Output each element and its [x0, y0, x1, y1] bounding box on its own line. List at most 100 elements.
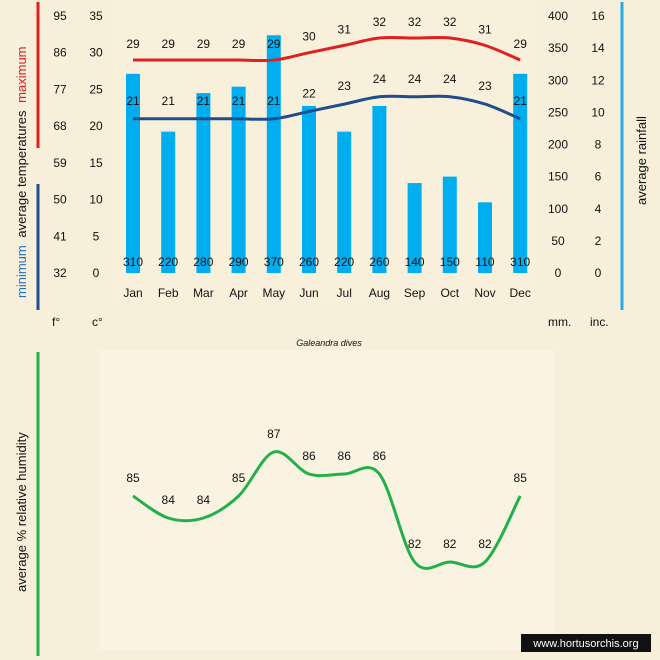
celsius-tick: 25	[89, 82, 103, 96]
humidity-value-label: 82	[408, 537, 422, 551]
max-temp-label: 29	[267, 37, 281, 51]
celsius-tick: 15	[89, 156, 103, 170]
min-temp-label: 23	[338, 79, 352, 93]
celsius-tick: 35	[89, 9, 103, 23]
min-temp-label: 24	[443, 72, 457, 86]
month-label: Feb	[158, 286, 179, 300]
mm-tick: 0	[555, 266, 562, 280]
humidity-value-label: 84	[197, 493, 211, 507]
max-temperature-line	[132, 35, 521, 63]
fahrenheit-tick: 59	[53, 156, 67, 170]
rainfall-bars: 310 220 280 290 370 260 220 260 140 150 110 310	[123, 35, 531, 274]
min-temp-label: 21	[126, 94, 140, 108]
rain-value-label: 290	[229, 255, 249, 269]
humidity-value-label: 87	[267, 427, 281, 441]
rain-bar-sep	[407, 183, 422, 273]
inch-tick: 6	[595, 170, 602, 184]
min-temp-label: 23	[478, 79, 492, 93]
inch-tick: 10	[591, 105, 605, 119]
humidity-value-label: 85	[126, 471, 140, 485]
max-temp-label: 29	[126, 37, 140, 51]
min-temp-label: 21	[514, 94, 528, 108]
rain-value-label: 220	[334, 255, 354, 269]
max-temp-label: 32	[443, 15, 457, 29]
month-label: Jan	[123, 286, 142, 300]
fahrenheit-tick: 68	[53, 119, 67, 133]
mm-tick: 100	[548, 202, 568, 216]
temperature-axis-title: minimum average temperatures maximum	[14, 46, 29, 298]
min-temp-label: 24	[373, 72, 387, 86]
fahrenheit-tick: 41	[53, 229, 67, 243]
mm-unit-label: mm.	[548, 315, 571, 329]
rain-value-label: 310	[510, 255, 530, 269]
fahrenheit-tick: 95	[53, 9, 67, 23]
min-temp-label: 22	[302, 86, 316, 100]
humidity-value-label: 85	[514, 471, 528, 485]
celsius-tick: 30	[89, 46, 103, 60]
temperature-lines: 29 29 29 29 29 30 31 32 32 32 31 29 21 21 21 21 21 22 23 24…	[126, 15, 528, 121]
mm-tick: 200	[548, 138, 568, 152]
rain-value-label: 220	[158, 255, 178, 269]
rain-bar-dec	[513, 73, 528, 273]
rain-value-label: 260	[299, 255, 319, 269]
inch-tick: 16	[591, 9, 605, 23]
celsius-tick: 0	[93, 266, 100, 280]
celsius-tick: 5	[93, 229, 100, 243]
mm-tick: 350	[548, 41, 568, 55]
month-label: Mar	[193, 286, 214, 300]
max-temp-label: 29	[162, 37, 176, 51]
min-temp-label: 21	[232, 94, 246, 108]
mm-tick: 400	[548, 9, 568, 23]
rain-value-label: 110	[475, 255, 494, 269]
month-label: Apr	[229, 286, 248, 300]
rain-bar-oct	[442, 176, 457, 273]
max-temp-label: 32	[408, 15, 422, 29]
rain-value-label: 310	[123, 255, 143, 269]
rain-value-label: 370	[264, 255, 284, 269]
fahrenheit-tick: 86	[53, 46, 67, 60]
celsius-tick: 20	[89, 119, 103, 133]
max-temp-label: 31	[478, 22, 492, 36]
axis-ticks: Jan Feb Mar Apr May Jun Jul Aug Sep Oct Nov Dec3241…	[53, 9, 605, 300]
rain-bar-mar	[196, 93, 211, 273]
humidity-value-label: 86	[338, 449, 352, 463]
max-temp-label: 29	[197, 37, 211, 51]
inch-tick: 12	[591, 73, 605, 87]
inch-tick: 8	[595, 138, 602, 152]
inch-tick: 2	[595, 234, 602, 248]
maximum-label: maximum	[14, 46, 29, 102]
max-temp-label: 31	[338, 22, 352, 36]
max-temp-label: 29	[514, 37, 528, 51]
inch-unit-label: inc.	[590, 315, 609, 329]
humidity-value-label: 82	[443, 537, 457, 551]
humidity-line	[132, 450, 522, 570]
mm-tick: 50	[551, 234, 565, 248]
watermark-background	[521, 634, 651, 652]
fahrenheit-tick: 77	[53, 82, 67, 96]
humidity-axis-title: average % relative humidity	[14, 432, 29, 592]
celsius-tick: 10	[89, 193, 103, 207]
humidity-value-label: 86	[302, 449, 316, 463]
fahrenheit-tick: 50	[53, 193, 67, 207]
humidity-chart: 85 84 84 85 87 86 86 86 82 82 82 85	[126, 427, 528, 570]
fahrenheit-unit-label: f°	[52, 315, 60, 329]
rain-bar-apr	[231, 86, 246, 273]
month-label: Jun	[299, 286, 318, 300]
inch-tick: 0	[595, 266, 602, 280]
humidity-plot-panel	[100, 350, 555, 650]
rain-bar-jun	[302, 105, 316, 273]
rain-value-label: 280	[193, 255, 213, 269]
min-temp-label: 21	[197, 94, 211, 108]
humidity-value-label: 85	[232, 471, 246, 485]
rain-bar-nov	[478, 202, 492, 273]
humidity-value-label: 84	[162, 493, 176, 507]
rainfall-axis-title: average rainfall	[634, 116, 649, 205]
min-temperature-line	[133, 94, 521, 121]
rain-bar-feb	[161, 131, 176, 273]
fahrenheit-tick: 32	[53, 266, 67, 280]
month-label: May	[262, 286, 285, 300]
month-label: Jul	[337, 286, 352, 300]
rain-value-label: 150	[440, 255, 460, 269]
celsius-unit-label: c°	[92, 315, 103, 329]
